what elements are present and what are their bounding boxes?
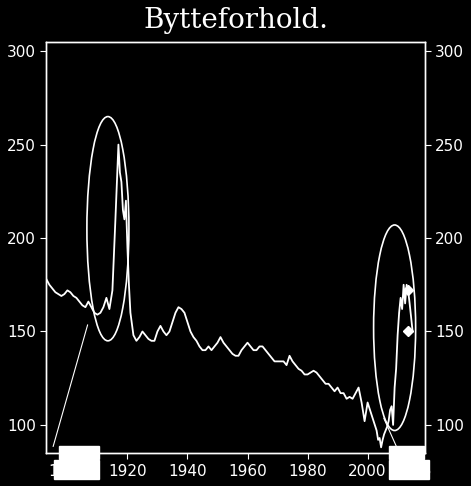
Title: Bytteforhold.: Bytteforhold.	[143, 7, 328, 34]
